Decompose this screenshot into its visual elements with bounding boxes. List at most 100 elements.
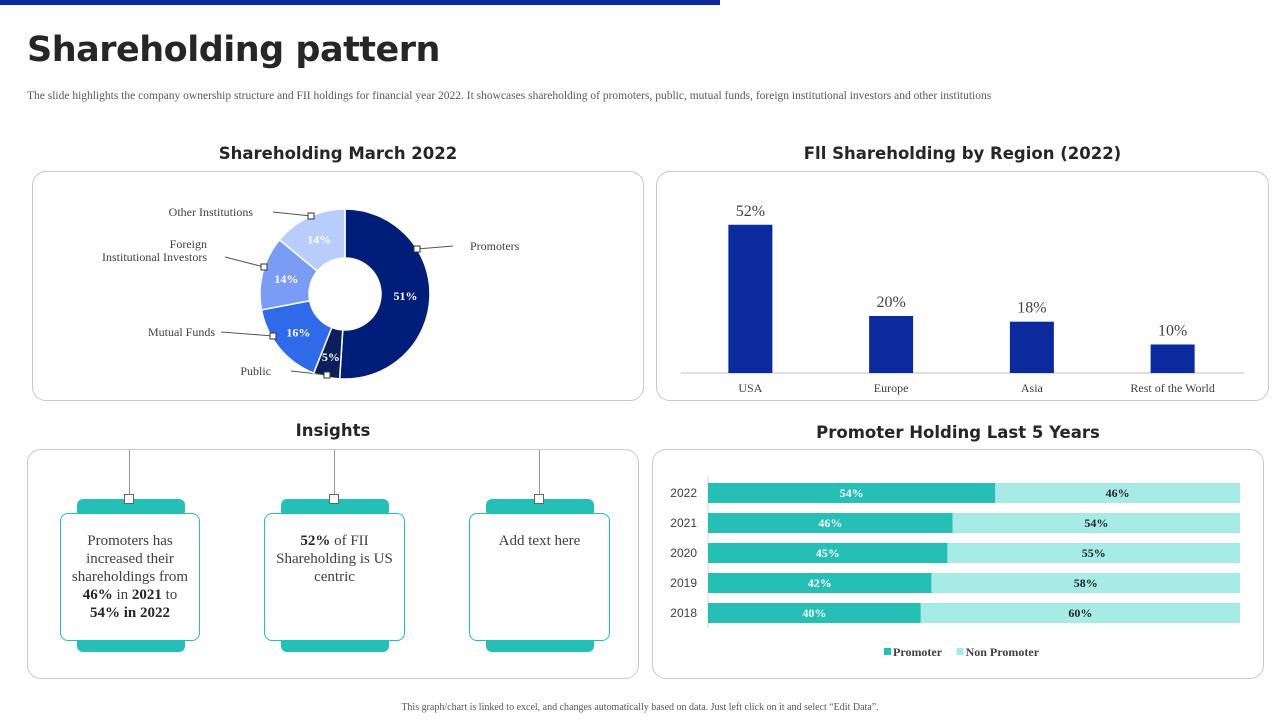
stacked-bar-segment[interactable]	[947, 543, 1240, 563]
page-title: Shareholding pattern	[27, 30, 440, 70]
insight-2-value: 52%	[300, 533, 331, 549]
stacked-bar-value: 40%	[802, 606, 826, 620]
region-bar-value: 18%	[1017, 300, 1046, 317]
insight-2-line-3: centric	[314, 569, 355, 585]
stacked-bar-segment[interactable]	[952, 513, 1240, 533]
insight-tab-top	[486, 499, 594, 517]
region-bar[interactable]	[728, 224, 773, 373]
insights-panel: Promoters has increased their shareholdi…	[27, 449, 639, 679]
insight-1-to-text: to	[161, 587, 178, 603]
donut-value-label: 14%	[274, 272, 298, 286]
insight-tab-top	[281, 499, 389, 517]
donut-slice[interactable]	[338, 208, 431, 380]
promoter-stacked-bar-chart[interactable]: 2022 54% 46% 2021 46% 54% 2020 45% 55% 2019 42% 58%…	[653, 450, 1265, 680]
stacked-bar-value: 54%	[840, 486, 864, 500]
stacked-bar-segment[interactable]	[708, 603, 921, 623]
legend-label: Promoter	[893, 645, 943, 659]
insight-1-line-1: Promoters has	[87, 533, 173, 549]
region-title: Fll Shareholding by Region (2022)	[803, 144, 1122, 163]
year-tick-label: 2020	[670, 546, 697, 560]
donut-leader-marker	[307, 212, 315, 220]
stacked-bar-segment[interactable]	[708, 543, 948, 563]
region-panel: 52% USA 20% Europe 18% Asia 10% Rest of the Wor…	[656, 171, 1269, 401]
stacked-bar-segment[interactable]	[995, 483, 1240, 503]
donut-value-label: 16%	[286, 326, 310, 340]
stacked-bar-segment[interactable]	[708, 483, 996, 503]
promoter-panel: 2022 54% 46% 2021 46% 54% 2020 45% 55% 2019 42% 58%…	[652, 449, 1264, 679]
insight-1-in-text: in	[112, 587, 132, 603]
stacked-bar-value: 60%	[1068, 606, 1092, 620]
donut-chart[interactable]: 51% Promoters 5% Public 16% Mutual Funds 14% Fo…	[33, 172, 645, 402]
insight-1-in-text-2: in	[119, 605, 140, 621]
insight-tab-top	[77, 499, 185, 517]
stacked-bar-value: 58%	[1074, 576, 1098, 590]
insights-title: Insights	[295, 421, 371, 440]
donut-title: Shareholding March 2022	[218, 144, 458, 163]
insight-knob	[329, 494, 339, 504]
legend-swatch	[956, 648, 964, 655]
insight-card-3[interactable]: Add text here	[469, 513, 610, 641]
insight-knob	[534, 494, 544, 504]
donut-panel: 51% Promoters 5% Public 16% Mutual Funds 14% Fo…	[32, 171, 644, 401]
donut-slice[interactable]	[278, 208, 346, 273]
donut-value-label: 51%	[393, 289, 417, 303]
insight-1-to-year: 2022	[140, 605, 170, 621]
footer-note: This graph/chart is linked to excel, and…	[401, 702, 879, 713]
insight-1-line-2: increased their	[86, 551, 174, 567]
year-tick-label: 2021	[670, 516, 697, 530]
donut-leader-line	[224, 256, 265, 268]
donut-leader-marker	[323, 371, 331, 379]
top-accent-bar	[0, 0, 720, 5]
region-bar[interactable]	[1009, 321, 1054, 373]
region-bar-chart[interactable]: 52% USA 20% Europe 18% Asia 10% Rest of the Wor…	[657, 172, 1270, 402]
region-tick-label: Europe	[874, 381, 909, 395]
donut-value-label: 5%	[322, 350, 340, 364]
region-bar[interactable]	[869, 315, 914, 373]
stacked-bar-value: 42%	[808, 576, 832, 590]
donut-category-label: Mutual Funds	[148, 325, 215, 339]
insight-2-line-2: Shareholding is US	[276, 551, 393, 567]
year-tick-label: 2019	[670, 576, 697, 590]
donut-category-label: Promoters	[470, 239, 520, 253]
insight-1-to-value: 54%	[89, 605, 120, 621]
legend-swatch	[884, 648, 891, 655]
donut-leader-line	[416, 245, 454, 250]
donut-category-label: Foreign Institutional Investors	[102, 237, 207, 264]
stacked-bar-value: 46%	[818, 516, 842, 530]
donut-leader-line	[220, 331, 274, 337]
stacked-bar-segment[interactable]	[708, 573, 932, 593]
donut-leader-line	[272, 211, 312, 217]
donut-leader-marker	[413, 245, 421, 253]
stacked-bar-value: 55%	[1082, 546, 1106, 560]
insight-knob	[124, 494, 134, 504]
region-bar-value: 20%	[876, 294, 905, 311]
donut-leader-marker	[260, 263, 268, 271]
insight-card-2[interactable]: 52% of FII Shareholding is US centric	[264, 513, 405, 641]
page-subtitle: The slide highlights the company ownersh…	[27, 90, 992, 102]
insight-1-from-year: 2021	[131, 587, 162, 603]
region-tick-label: Asia	[1021, 381, 1044, 395]
stacked-bar-segment[interactable]	[931, 573, 1240, 593]
region-tick-label: USA	[738, 381, 762, 395]
year-tick-label: 2022	[670, 486, 697, 500]
donut-category-label: Public	[240, 364, 271, 378]
stacked-bar-value: 45%	[816, 546, 840, 560]
region-bar[interactable]	[1150, 344, 1195, 373]
donut-category-label: Other Institutions	[169, 205, 254, 219]
insight-1-line-5: 54% in 2022	[61, 604, 199, 622]
insight-1-from-value: 46%	[82, 587, 113, 603]
insight-connector	[334, 450, 335, 496]
region-bar-value: 52%	[736, 203, 765, 220]
stacked-bar-value: 54%	[1084, 516, 1108, 530]
insight-1-line-3: shareholdings from	[71, 569, 189, 585]
insight-1-line-4: 46% in 2021 to	[61, 586, 199, 604]
year-tick-label: 2018	[670, 606, 697, 620]
insight-card-1[interactable]: Promoters has increased their shareholdi…	[60, 513, 200, 641]
stacked-bar-value: 46%	[1106, 486, 1130, 500]
stacked-bar-segment[interactable]	[920, 603, 1240, 623]
legend-label: Non Promoter	[966, 645, 1040, 659]
stacked-bar-segment[interactable]	[708, 513, 953, 533]
insight-2-line-1: 52% of FII	[265, 532, 404, 550]
donut-value-label: 14%	[307, 232, 331, 246]
region-bar-value: 10%	[1158, 322, 1187, 339]
